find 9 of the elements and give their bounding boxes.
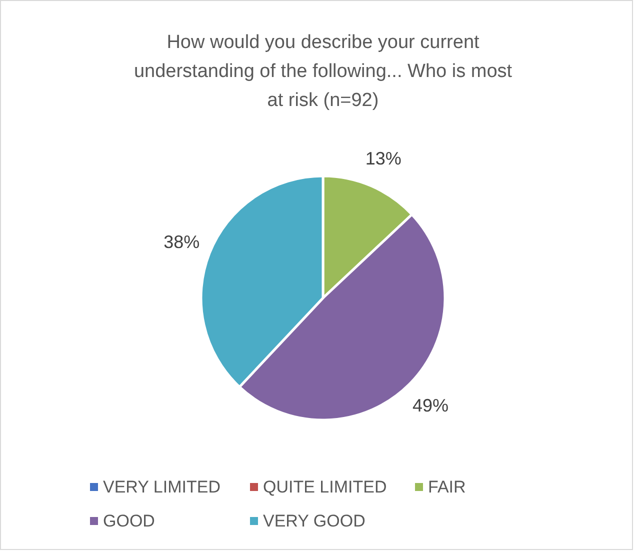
- legend-label: QUITE LIMITED: [263, 478, 387, 496]
- legend-label: GOOD: [103, 512, 155, 530]
- legend-label: VERY LIMITED: [103, 478, 220, 496]
- data-label: 38%: [164, 232, 200, 252]
- legend-label: FAIR: [428, 478, 466, 496]
- data-label: 13%: [365, 148, 402, 168]
- chart-title: How would you describe your current understanding of the following... Who is most at risk (n=92): [134, 32, 513, 111]
- data-label: 49%: [412, 395, 448, 416]
- legend-label: VERY GOOD: [263, 512, 366, 530]
